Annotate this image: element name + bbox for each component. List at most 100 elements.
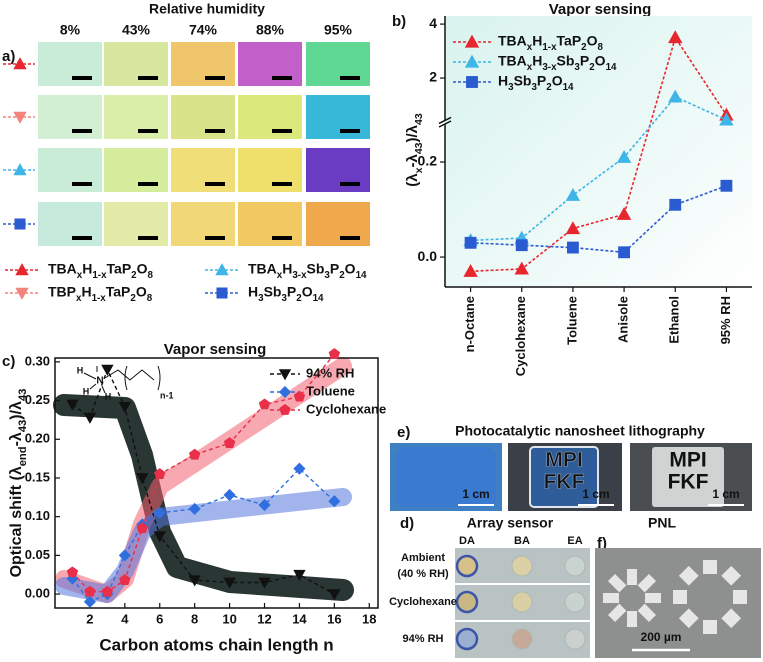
panel-title: Photocatalytic nanosheet lithography <box>455 423 705 439</box>
data-point <box>616 149 632 163</box>
pattern-petal <box>627 611 637 627</box>
scale-bar-label: 1 cm <box>462 487 489 501</box>
sample-image <box>238 42 302 86</box>
pattern-square <box>721 565 742 586</box>
column-label: BA <box>514 535 530 547</box>
panel-title: Relative humidity <box>149 1 265 17</box>
sample-image <box>38 202 102 246</box>
data-point <box>83 412 97 424</box>
pattern-petal <box>637 603 657 623</box>
pattern-petal <box>645 593 661 603</box>
x-tick-label: 8 <box>191 611 198 626</box>
column-label: 88% <box>256 22 285 38</box>
y-tick-label: 4 <box>429 15 437 31</box>
y-tick-label: 0.10 <box>25 508 50 523</box>
legend-marker <box>279 404 291 415</box>
sample-image <box>171 42 235 86</box>
molecule-inset: HH HNn-1 <box>77 365 174 401</box>
y-tick-label: 0.2 <box>418 153 438 169</box>
legend-marker <box>464 34 480 48</box>
legend-marker <box>14 218 26 230</box>
row-label: Ambient <box>401 552 445 564</box>
legend-label: H3Sb3P2O14 <box>498 73 574 93</box>
panel-label: e) <box>397 424 410 441</box>
data-point <box>565 187 581 201</box>
pattern-text: MPI <box>545 449 582 472</box>
panel-label: d) <box>400 515 414 532</box>
scale-bar <box>205 129 225 133</box>
pattern-petal <box>607 603 627 623</box>
sensor-spot <box>455 590 479 614</box>
column-label: EA <box>567 535 582 547</box>
panel-label: c) <box>2 353 15 370</box>
pattern-text: FKF <box>544 471 585 494</box>
pattern-square <box>673 590 687 604</box>
atom-label: H <box>105 391 112 401</box>
sample-image <box>306 42 370 86</box>
data-point <box>136 473 149 485</box>
series-line <box>470 95 727 242</box>
y-tick-label: 0.20 <box>25 431 50 446</box>
data-point <box>223 577 236 589</box>
plot-background <box>445 16 752 287</box>
legend-marker <box>466 76 478 88</box>
panel-label: f) <box>597 535 607 552</box>
data-point <box>188 502 201 515</box>
scale-bar <box>138 236 158 240</box>
series-line <box>470 185 727 254</box>
pattern-square <box>678 608 699 629</box>
legend-marker <box>15 263 29 276</box>
data-point <box>293 390 306 402</box>
x-axis-label: Carbon atoms chain length n <box>99 635 333 654</box>
atom-label: N <box>96 376 103 387</box>
substrate <box>529 446 599 508</box>
y-tick-label: 0.00 <box>25 586 50 601</box>
data-point <box>223 437 236 448</box>
scale-bar-label: 1 cm <box>582 487 609 501</box>
data-point <box>515 239 528 252</box>
row-label: Cyclohexane <box>389 596 457 608</box>
data-point <box>719 112 734 126</box>
legend-marker <box>13 163 27 176</box>
fit-band <box>55 488 352 603</box>
sample-image <box>306 202 370 246</box>
legend-label: Cyclohexane <box>306 401 386 416</box>
sensor-spot <box>511 591 533 613</box>
pattern-petal <box>603 593 619 603</box>
pattern-square <box>703 560 717 574</box>
panel-label: b) <box>392 13 406 30</box>
x-tick-label: 95% RH <box>718 296 733 344</box>
sample-image <box>171 202 235 246</box>
sample-image <box>38 95 102 139</box>
data-point <box>668 89 683 103</box>
legend-label: TBPxH1-xTaP2O8 <box>48 284 153 304</box>
legend-marker <box>278 385 292 399</box>
y-tick-label: 2 <box>429 69 437 85</box>
data-point <box>66 399 79 411</box>
data-point <box>153 506 166 519</box>
panel-label: a) <box>2 48 15 65</box>
data-point <box>188 575 201 587</box>
y-tick-label: 0.30 <box>25 353 50 368</box>
data-point <box>514 261 529 275</box>
data-point <box>101 585 114 597</box>
scale-bar-label: 200 µm <box>641 630 682 644</box>
x-tick-label: 10 <box>222 611 236 626</box>
scale-bar <box>205 236 225 240</box>
data-point <box>328 348 341 359</box>
sample-image <box>306 148 370 192</box>
scale-bar <box>138 182 158 186</box>
row-label: (40 % RH) <box>397 568 449 580</box>
sensor-spot <box>455 627 479 651</box>
legend-marker <box>215 263 229 276</box>
pattern-square <box>721 608 742 629</box>
substrate <box>652 447 724 507</box>
data-point <box>668 30 683 44</box>
chart-title: Vapor sensing <box>549 1 652 18</box>
data-point <box>616 206 632 220</box>
sensor-spot <box>455 554 479 578</box>
repeat-label: n-1 <box>160 390 174 400</box>
sensor-spot <box>511 628 533 650</box>
chart-title: Vapor sensing <box>164 341 267 358</box>
